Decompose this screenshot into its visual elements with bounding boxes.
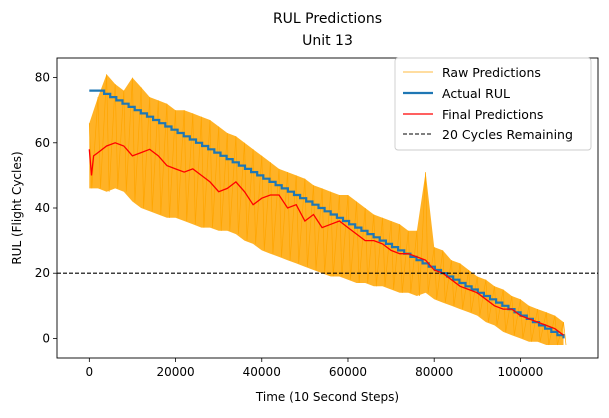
final-predictions-line — [88, 142, 564, 336]
legend-label-threshold: 20 Cycles Remaining — [442, 127, 573, 142]
legend-label-raw-predictions: Raw Predictions — [442, 65, 541, 80]
x-tick-label: 40000 — [243, 365, 281, 379]
y-tick-label: 0 — [42, 331, 50, 345]
chart-title: RUL Predictions — [273, 11, 382, 27]
y-tick-label: 60 — [35, 136, 50, 150]
legend: Raw Predictions Actual RUL Final Predict… — [394, 57, 592, 151]
x-tick-label: 80000 — [415, 365, 453, 379]
x-tick-label: 0 — [86, 365, 94, 379]
legend-label-actual-rul: Actual RUL — [442, 86, 510, 101]
raw-predictions-band — [89, 74, 564, 346]
legend-box — [394, 57, 592, 151]
y-axis-ticks: 0 20 40 60 80 — [35, 71, 57, 345]
y-tick-label: 80 — [35, 71, 50, 85]
y-tick-label: 20 — [35, 266, 50, 280]
y-tick-label: 40 — [35, 201, 50, 215]
x-axis-ticks: 0 20000 40000 60000 80000 100000 — [86, 358, 544, 379]
x-axis-label: Time (10 Second Steps) — [255, 390, 399, 404]
plot-area — [57, 74, 598, 346]
x-tick-label: 20000 — [156, 365, 194, 379]
y-axis-label: RUL (Flight Cycles) — [10, 151, 24, 264]
chart-subtitle: Unit 13 — [302, 33, 353, 49]
actual-rul-line — [89, 89, 565, 339]
x-tick-label: 100000 — [498, 365, 544, 379]
legend-label-final-predictions: Final Predictions — [442, 107, 543, 122]
x-tick-label: 60000 — [329, 365, 367, 379]
